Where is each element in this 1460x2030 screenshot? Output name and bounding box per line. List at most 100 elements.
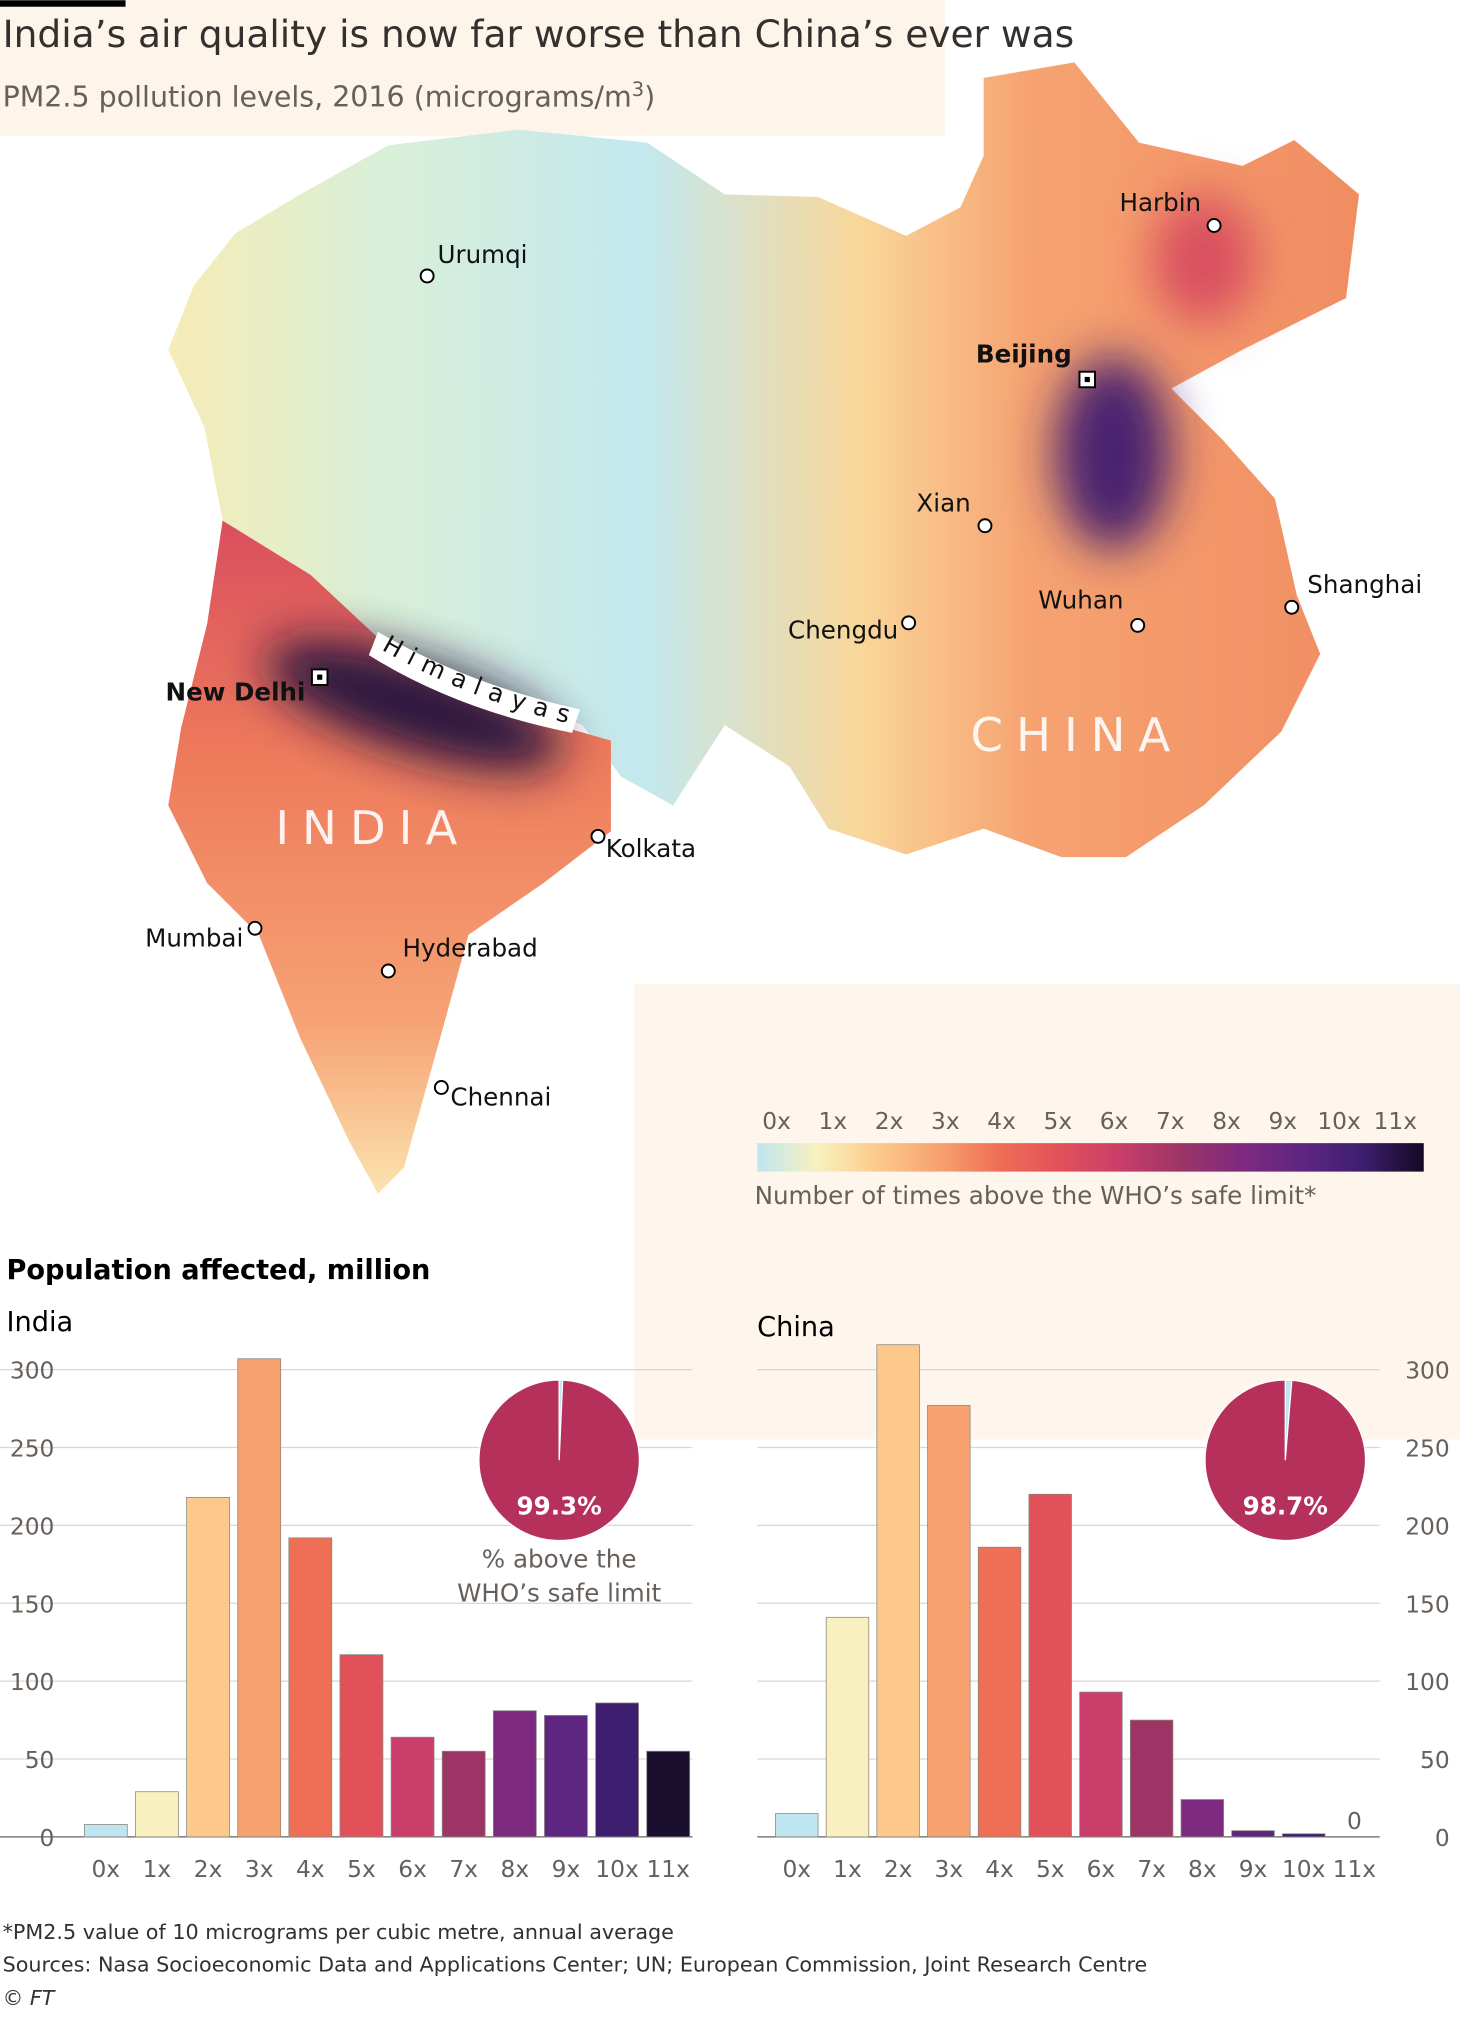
- legend-label: 10x: [1317, 1108, 1361, 1135]
- y-tick-label: 50: [25, 1747, 55, 1774]
- legend-label: 4x: [987, 1108, 1016, 1135]
- city-marker: [433, 1080, 449, 1095]
- city-marker: [901, 615, 917, 631]
- x-tick-label: 8x: [501, 1856, 530, 1883]
- legend-label: 8x: [1212, 1108, 1241, 1135]
- y-tick-label: 200: [1405, 1513, 1449, 1540]
- y-tick-label: 0: [40, 1825, 55, 1852]
- subtitle-end: ): [644, 80, 655, 113]
- y-tick-label: 300: [10, 1358, 54, 1385]
- charts-heading: Population affected, million: [6, 1255, 430, 1286]
- bar: [441, 1750, 486, 1838]
- header-panel: [0, 0, 945, 137]
- city-label: Hyderabad: [403, 934, 538, 963]
- city-marker: [1206, 218, 1222, 233]
- x-tick-label: 6x: [398, 1856, 427, 1883]
- legend-caption: Number of times above the WHO’s safe lim…: [755, 1181, 1317, 1210]
- bar: [595, 1702, 639, 1838]
- y-tick-label: 200: [10, 1513, 54, 1540]
- pollution-hotspot: [1151, 194, 1256, 324]
- bar: [1079, 1691, 1123, 1838]
- y-tick-label: 0: [1435, 1825, 1450, 1852]
- x-tick-label: 7x: [1137, 1856, 1166, 1883]
- x-tick-label: 8x: [1188, 1856, 1217, 1883]
- y-tick-label: 100: [1405, 1669, 1449, 1696]
- x-tick-label: 0x: [782, 1856, 811, 1883]
- city-label: Beijing: [976, 340, 1072, 369]
- bar: [1231, 1830, 1275, 1838]
- legend-colorbar: [757, 1143, 1424, 1172]
- city-marker: [419, 268, 435, 284]
- city-label: New Delhi: [166, 677, 306, 706]
- x-tick-label: 10x: [595, 1856, 639, 1883]
- y-tick-label: 300: [1405, 1358, 1449, 1385]
- city-label: Urumqi: [437, 240, 527, 269]
- bar: [1282, 1833, 1326, 1838]
- pollution-hotspot: [1054, 356, 1172, 551]
- x-tick-label: 7x: [449, 1856, 478, 1883]
- x-tick-label: 10x: [1282, 1856, 1326, 1883]
- bar: [135, 1791, 179, 1838]
- city-marker: [977, 518, 993, 534]
- map: [168, 62, 1360, 1194]
- x-tick-label: 3x: [245, 1856, 274, 1883]
- x-tick-label: 9x: [552, 1856, 581, 1883]
- bar: [492, 1710, 537, 1838]
- bar: [288, 1537, 333, 1838]
- city-marker: [1130, 617, 1146, 633]
- x-tick-label: 4x: [296, 1856, 325, 1883]
- city-marker: [590, 828, 606, 844]
- city-label: Shanghai: [1307, 570, 1422, 599]
- x-tick-label: 4x: [985, 1856, 1014, 1883]
- footnote: *PM2.5 value of 10 micrograms per cubic …: [3, 1920, 674, 1944]
- subtitle-sup: 3: [632, 78, 644, 101]
- pie-label: 98.7%: [1243, 1492, 1328, 1521]
- bar: [83, 1824, 128, 1838]
- bar: [390, 1736, 435, 1838]
- city-label: Chengdu: [788, 615, 898, 644]
- pie-caption: % above the: [482, 1545, 637, 1574]
- x-tick-label: 1x: [833, 1856, 862, 1883]
- y-tick-label: 250: [10, 1436, 54, 1463]
- y-tick-label: 150: [1405, 1591, 1449, 1618]
- chart-title: China: [757, 1312, 835, 1343]
- bar: [237, 1358, 282, 1838]
- bar: [1129, 1719, 1174, 1838]
- legend-label: 5x: [1044, 1108, 1073, 1135]
- bar: [646, 1750, 691, 1838]
- legend-label: 2x: [875, 1108, 904, 1135]
- x-tick-label: 0x: [92, 1856, 121, 1883]
- city-label: Harbin: [1119, 188, 1201, 217]
- subtitle-text: PM2.5 pollution levels, 2016 (micrograms…: [3, 80, 632, 113]
- pie-slice: [1204, 1379, 1367, 1542]
- x-tick-label: 1x: [143, 1856, 172, 1883]
- himalaya-band: [368, 631, 580, 733]
- x-tick-label: 2x: [194, 1856, 223, 1883]
- x-tick-label: 5x: [347, 1856, 376, 1883]
- copyright: © FT: [3, 1986, 56, 2010]
- x-tick-label: 3x: [935, 1856, 964, 1883]
- legend-label: 0x: [762, 1108, 791, 1135]
- capital-marker-dot: [1084, 376, 1090, 383]
- india-shape: [168, 520, 611, 1194]
- title-rule: [0, 0, 126, 7]
- china-shape: [168, 62, 1360, 858]
- bar: [339, 1654, 384, 1838]
- bar: [1180, 1799, 1225, 1838]
- chart-title: India: [6, 1307, 73, 1338]
- subtitle: PM2.5 pollution levels, 2016 (micrograms…: [3, 78, 656, 113]
- y-tick-label: 100: [10, 1669, 54, 1696]
- pie-caption: WHO’s safe limit: [457, 1578, 661, 1607]
- legend-panel: [634, 983, 1460, 1440]
- city-marker: [247, 920, 263, 936]
- legend-label: 6x: [1100, 1108, 1129, 1135]
- bar: [544, 1715, 588, 1838]
- pie-slice: [478, 1379, 640, 1542]
- bar: [775, 1813, 819, 1838]
- city-label: Mumbai: [145, 923, 243, 952]
- region-label: INDIA: [275, 801, 470, 855]
- legend-label: 9x: [1268, 1108, 1297, 1135]
- city-label: Chennai: [450, 1083, 551, 1112]
- x-tick-label: 11x: [646, 1856, 690, 1883]
